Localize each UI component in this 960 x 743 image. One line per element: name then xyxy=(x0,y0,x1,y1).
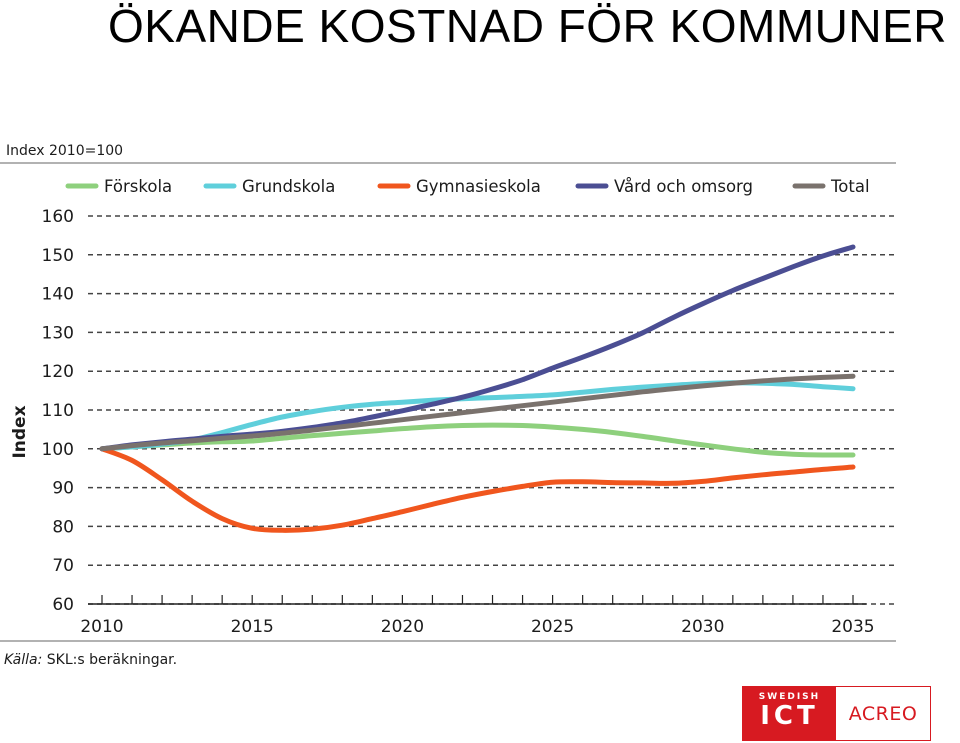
swedish-ict-mark: SWEDISH ICT xyxy=(743,687,836,740)
swedish-ict-acreo-logo: SWEDISH ICT ACREO xyxy=(742,686,931,741)
series-line-4 xyxy=(99,373,856,452)
y-tick-label: 100 xyxy=(42,440,74,460)
series-line-3 xyxy=(99,244,856,452)
y-tick-label: 160 xyxy=(42,207,74,227)
y-tick-label: 150 xyxy=(42,246,74,266)
y-tick-label: 110 xyxy=(42,401,74,421)
x-axis-ticks: 2010 2015 2020 2025 2030 2035 xyxy=(80,595,875,637)
legend-label-3: Vård och omsorg xyxy=(614,177,753,196)
y-tick-label: 80 xyxy=(52,517,74,537)
slide-title: ÖKANDE KOSTNAD FÖR KOMMUNER xyxy=(108,0,948,52)
x-tick-label: 2035 xyxy=(831,617,874,637)
series-line-2 xyxy=(99,446,856,533)
legend-label-4: Total xyxy=(830,177,870,196)
y-tick-label: 130 xyxy=(42,323,74,343)
source-note: Källa: SKL:s beräkningar. xyxy=(4,652,177,668)
y-tick-label: 60 xyxy=(52,595,74,615)
legend-label-1: Grundskola xyxy=(242,177,335,196)
gridlines xyxy=(88,215,896,605)
source-prefix: Källa: xyxy=(4,652,42,668)
series-line-0 xyxy=(99,422,856,458)
legend: Förskola Grundskola Gymnasieskola Vård och … xyxy=(65,177,870,196)
chart-title: Index 2010=100 xyxy=(6,143,123,159)
legend-label-0: Förskola xyxy=(104,177,172,196)
x-tick-label: 2025 xyxy=(531,617,574,637)
logo-ict-text: ICT xyxy=(760,701,819,731)
y-tick-label: 140 xyxy=(42,285,74,305)
x-tick-label: 2020 xyxy=(381,617,424,637)
source-text: SKL:s beräkningar. xyxy=(42,652,177,668)
y-tick-label: 90 xyxy=(52,479,74,499)
y-axis-label: Index xyxy=(10,405,30,458)
logo-swedish-text: SWEDISH xyxy=(758,692,821,702)
x-tick-label: 2010 xyxy=(80,617,123,637)
logo-acreo-text: ACREO xyxy=(848,702,918,725)
x-tick-label: 2015 xyxy=(231,617,274,637)
y-tick-label: 120 xyxy=(42,362,74,382)
y-tick-label: 70 xyxy=(52,556,74,576)
y-axis-ticks: 60 70 80 90 100 110 120 130 140 150 160 xyxy=(42,207,74,615)
legend-label-2: Gymnasieskola xyxy=(416,177,541,196)
x-tick-label: 2030 xyxy=(681,617,724,637)
series-lines xyxy=(99,244,856,533)
